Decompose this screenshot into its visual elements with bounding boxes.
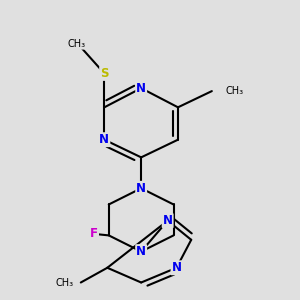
Text: CH₃: CH₃: [225, 86, 243, 96]
Text: N: N: [99, 133, 110, 146]
Text: CH₃: CH₃: [55, 278, 74, 287]
Text: F: F: [90, 227, 98, 240]
Text: N: N: [136, 245, 146, 258]
Text: N: N: [172, 261, 182, 274]
Text: CH₃: CH₃: [67, 39, 86, 49]
Text: N: N: [163, 214, 173, 227]
Text: S: S: [100, 67, 109, 80]
Text: N: N: [136, 182, 146, 195]
Text: N: N: [136, 82, 146, 95]
